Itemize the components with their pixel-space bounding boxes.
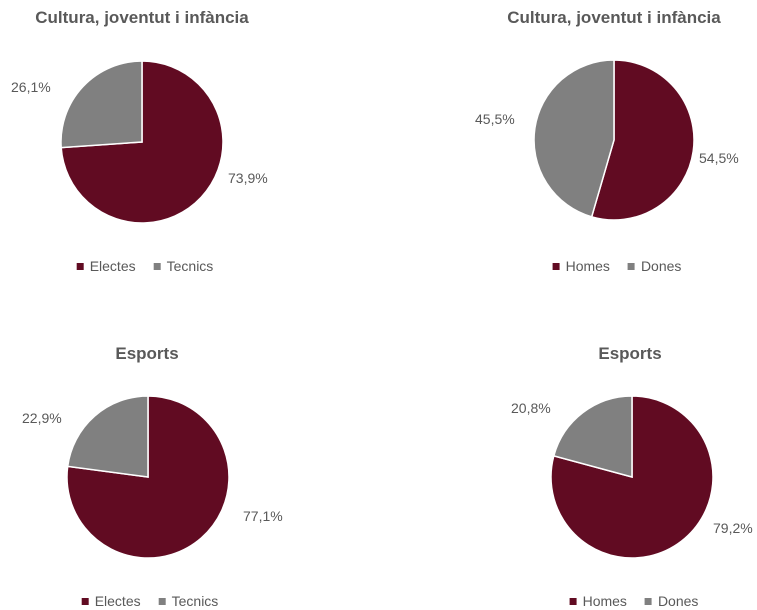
legend-swatch-tecnics: [153, 262, 161, 270]
legend-item-tecnics: Tecnics: [153, 258, 214, 274]
pie-slice-tecnics: [66, 395, 149, 478]
pie-slice-dones: [533, 59, 615, 218]
pie-chart-svg: [550, 395, 714, 559]
data-label-dones: 45,5%: [475, 111, 515, 127]
pie-slice-dones: [552, 395, 633, 478]
data-label-electes: 77,1%: [243, 508, 283, 524]
legend-swatch-dones: [644, 597, 652, 605]
legend: Electes Tecnics: [81, 593, 219, 609]
data-label-homes: 79,2%: [713, 520, 753, 536]
legend-label: Electes: [89, 258, 136, 274]
data-label-homes: 54,5%: [699, 150, 739, 166]
pie-chart-svg: [66, 395, 230, 559]
data-label-dones: 20,8%: [511, 400, 551, 416]
legend-item-homes: Homes: [552, 258, 610, 274]
legend-swatch-tecnics: [158, 597, 166, 605]
chart-title: Esports: [598, 344, 662, 363]
legend-item-electes: Electes: [81, 593, 141, 609]
legend-item-dones: Dones: [627, 258, 682, 274]
legend-swatch-homes: [552, 262, 560, 270]
legend-swatch-electes: [81, 597, 89, 605]
legend-item-tecnics: Tecnics: [158, 593, 219, 609]
legend-swatch-homes: [569, 597, 577, 605]
data-label-tecnics: 22,9%: [22, 410, 62, 426]
legend-item-homes: Homes: [569, 593, 627, 609]
data-label-electes: 73,9%: [228, 170, 268, 186]
legend-item-electes: Electes: [76, 258, 136, 274]
legend-label: Tecnics: [171, 593, 219, 609]
legend-swatch-electes: [76, 262, 84, 270]
chart-title: Esports: [115, 344, 179, 363]
pie-chart-svg: [60, 60, 224, 224]
legend-label: Electes: [94, 593, 141, 609]
pie-slice-homes: [550, 395, 714, 559]
legend: Homes Dones: [569, 593, 699, 609]
chart-title: Cultura, joventut i infància: [507, 8, 721, 27]
legend-label: Homes: [565, 258, 610, 274]
legend: Electes Tecnics: [76, 258, 214, 274]
legend-swatch-dones: [627, 262, 635, 270]
legend-label: Tecnics: [166, 258, 214, 274]
chart-title: Cultura, joventut i infància: [35, 8, 249, 27]
legend-item-dones: Dones: [644, 593, 699, 609]
pie-chart-svg: [533, 59, 695, 221]
pie-slice-homes: [590, 59, 695, 221]
legend-label: Homes: [582, 593, 627, 609]
legend-label: Dones: [657, 593, 699, 609]
pie-slice-tecnics: [60, 60, 143, 149]
legend: Homes Dones: [552, 258, 682, 274]
legend-label: Dones: [640, 258, 682, 274]
data-label-tecnics: 26,1%: [11, 79, 51, 95]
